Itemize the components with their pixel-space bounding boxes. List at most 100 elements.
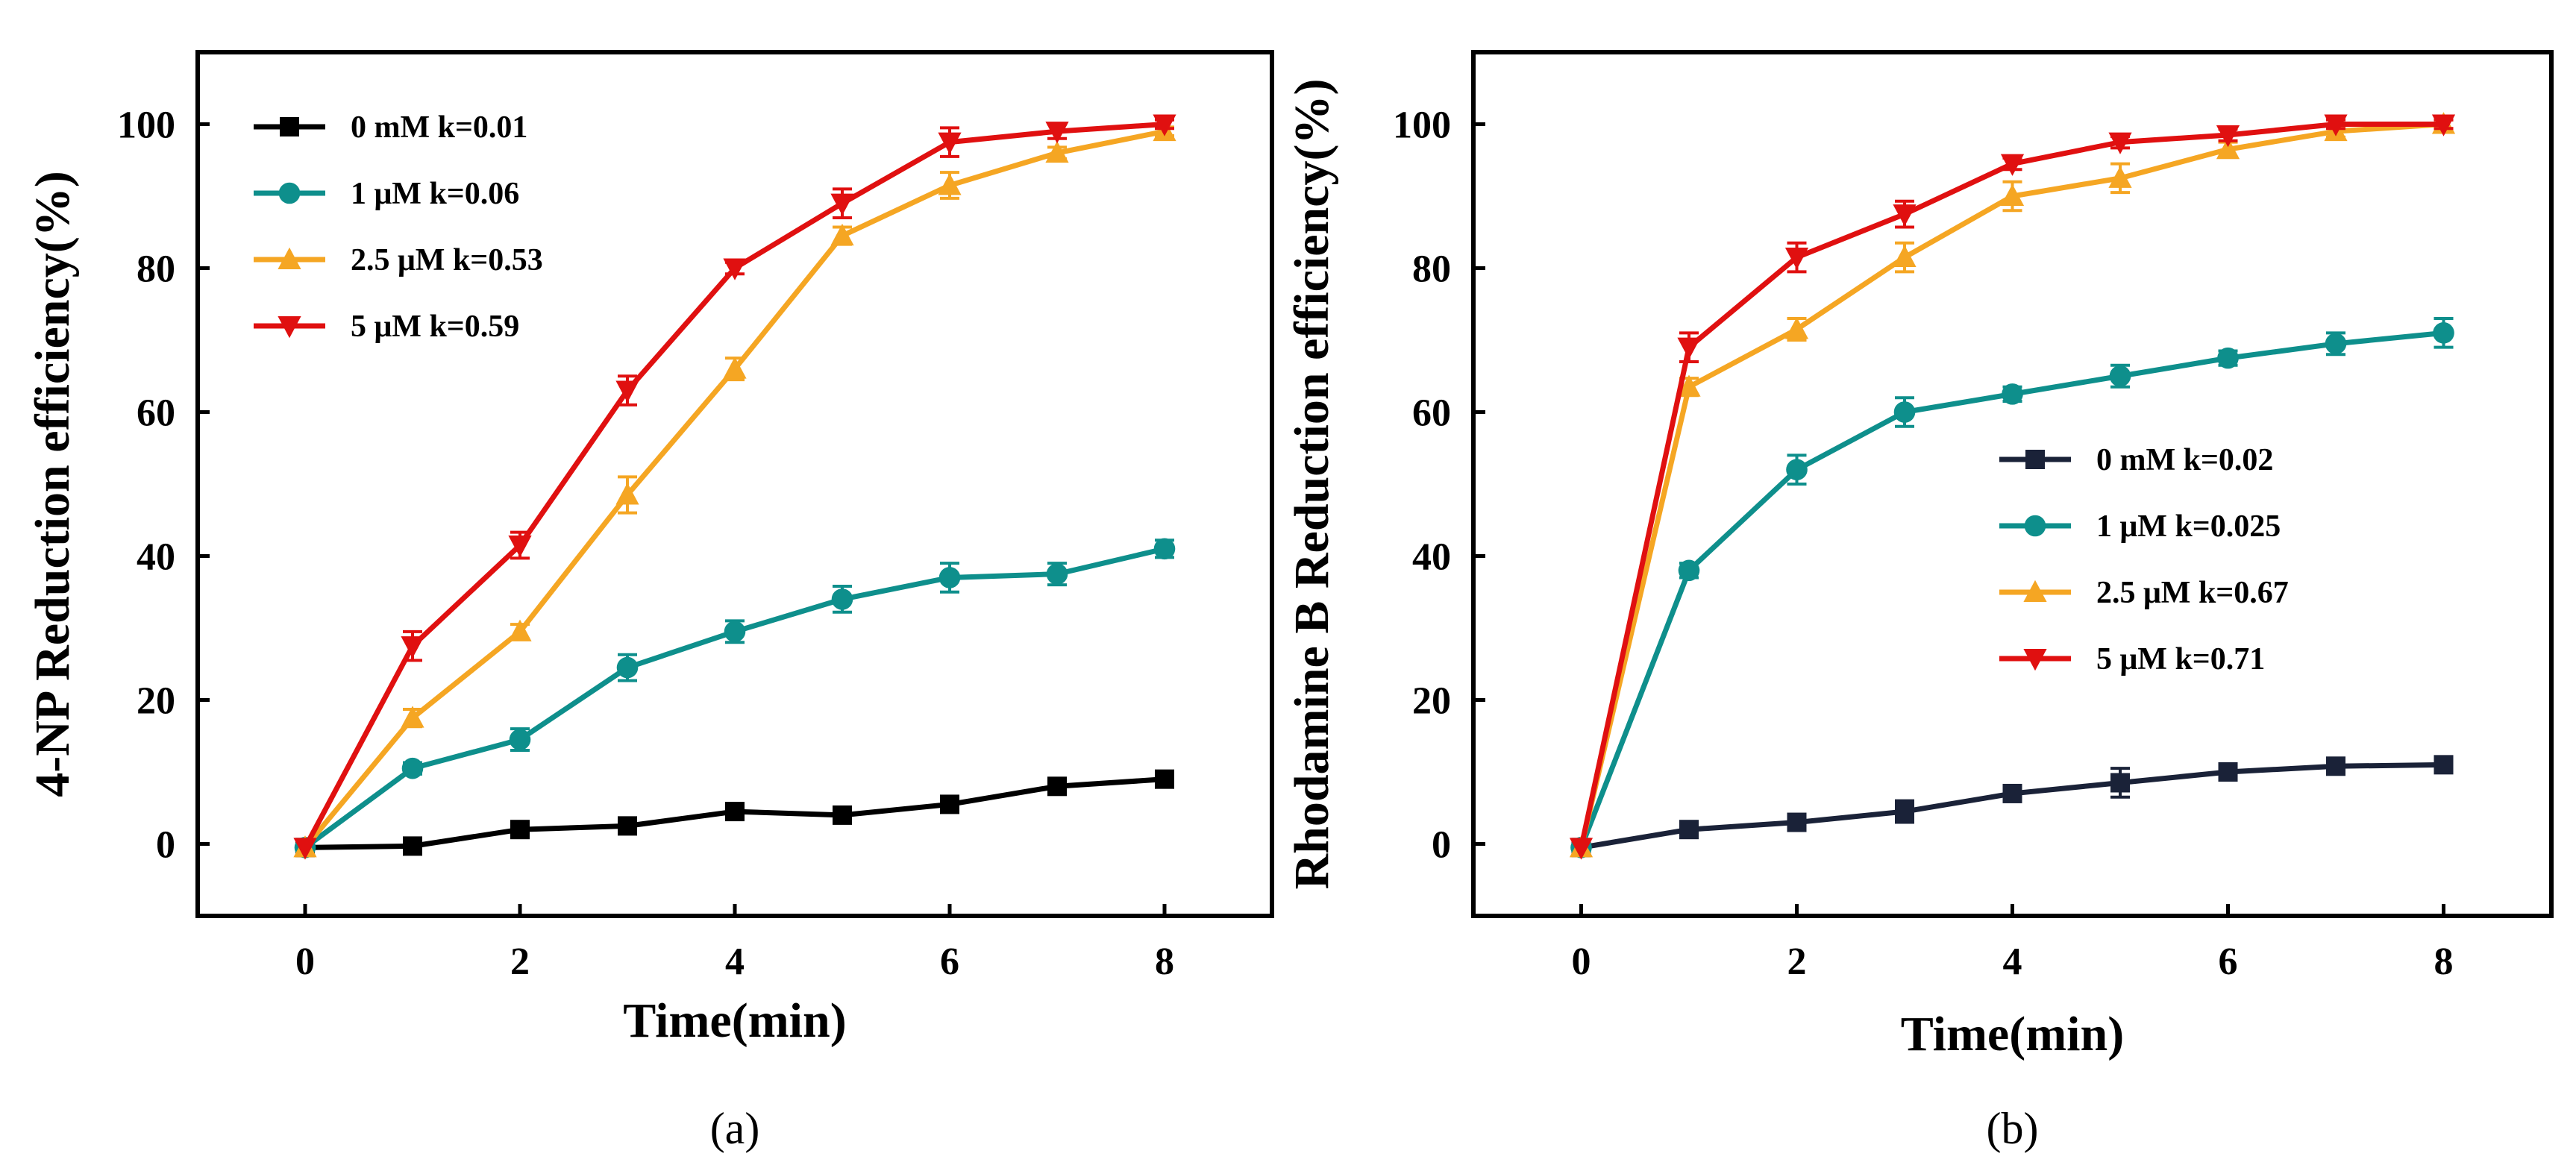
data-point [401, 636, 424, 659]
legend-label: 1 μM k=0.025 [2096, 509, 2281, 544]
panel-label: (b) [1987, 1104, 2039, 1153]
data-point [401, 757, 424, 779]
data-point [1677, 337, 1701, 359]
data-point [616, 656, 639, 679]
data-point [2434, 755, 2454, 775]
x-tick-label: 4 [725, 941, 745, 983]
data-point [1786, 459, 1808, 480]
data-point [509, 729, 531, 750]
x-tick-label: 0 [1572, 941, 1591, 983]
data-point [401, 706, 424, 728]
y-axis-title: Rhodamine B Reduction efficiency(%) [1285, 78, 1339, 889]
data-point [938, 132, 962, 154]
data-point [2216, 125, 2240, 148]
y-tick-label: 40 [1412, 536, 1451, 579]
data-point [2000, 183, 2025, 206]
data-point [2325, 333, 2347, 355]
data-point [940, 794, 959, 814]
series-2 [1569, 112, 2456, 858]
data-point [723, 258, 747, 280]
series-line [1579, 122, 2444, 849]
legend-label: 0 mM k=0.01 [351, 110, 527, 145]
data-point [1787, 812, 1807, 832]
series-2 [293, 119, 1176, 858]
data-point [2108, 132, 2132, 154]
data-point [1046, 563, 1068, 585]
legend-swatch-marker [278, 247, 301, 269]
x-axis-title: Time(min) [623, 993, 846, 1048]
y-tick-label: 20 [137, 680, 175, 723]
legend: 0 mM k=0.02 1 μM k=0.025 2.5 μM k=0.67 5 μM… [1999, 443, 2289, 676]
y-tick-label: 80 [137, 248, 175, 291]
data-point [1893, 245, 1917, 268]
y-tick-label: 0 [1432, 824, 1451, 867]
data-point [938, 173, 962, 195]
data-point [1895, 802, 1914, 822]
data-point [725, 802, 745, 822]
data-point [2216, 137, 2240, 160]
legend-swatch-marker [2025, 450, 2045, 469]
data-point [1679, 820, 1699, 840]
data-point [1153, 114, 1176, 136]
legend-swatch-marker [2024, 515, 2046, 537]
data-point [1045, 140, 1069, 163]
legend-label: 2.5 μM k=0.53 [351, 243, 543, 277]
data-point [1047, 776, 1067, 797]
legend-label: 5 μM k=0.71 [2096, 642, 2265, 676]
y-tick-label: 100 [1393, 104, 1451, 147]
data-point [938, 567, 961, 588]
legend-swatch-marker [278, 182, 301, 204]
data-point [403, 836, 422, 856]
data-point [2108, 166, 2132, 188]
series-1 [1570, 317, 2454, 858]
data-point [2000, 154, 2025, 176]
data-point [2002, 783, 2022, 803]
data-point [723, 357, 747, 379]
data-point [2324, 114, 2348, 136]
series-line [1580, 762, 2444, 850]
data-point [830, 193, 854, 216]
series-3 [293, 114, 1176, 860]
series-line [303, 128, 1165, 850]
y-tick-label: 60 [137, 392, 175, 435]
x-tick-label: 2 [510, 941, 530, 983]
data-point [1784, 317, 1809, 339]
legend-swatch-marker [2023, 580, 2047, 602]
x-tick-label: 0 [295, 941, 315, 983]
x-axis-title: Time(min) [1901, 1007, 2124, 1061]
x-tick-label: 6 [2219, 941, 2238, 983]
y-tick-label: 0 [156, 824, 175, 867]
legend-label: 5 μM k=0.59 [351, 310, 519, 344]
data-point [833, 805, 852, 825]
data-point [1569, 838, 1593, 860]
data-point [508, 619, 532, 641]
data-point [1893, 401, 1916, 423]
x-tick-label: 2 [1787, 941, 1807, 983]
series-0 [295, 769, 1174, 858]
legend-swatch-marker [2023, 649, 2047, 671]
data-point [2002, 383, 2023, 405]
data-point [615, 380, 639, 403]
data-point [1678, 559, 1700, 582]
data-point [2433, 322, 2454, 344]
series-line [1579, 122, 2444, 849]
x-tick-label: 6 [940, 941, 959, 983]
data-point [2218, 762, 2238, 782]
y-tick-label: 80 [1412, 248, 1451, 291]
legend: 0 mM k=0.01 1 μM k=0.06 2.5 μM k=0.53 5 μM … [254, 110, 543, 344]
legend-swatch-marker [278, 316, 301, 339]
legend-label: 0 mM k=0.02 [2096, 443, 2273, 477]
y-tick-label: 60 [1412, 392, 1451, 435]
legend-label: 1 μM k=0.06 [351, 177, 519, 211]
data-point [618, 816, 637, 836]
series-line [302, 122, 1165, 849]
y-tick-label: 20 [1412, 680, 1451, 723]
x-tick-label: 4 [2003, 941, 2022, 983]
data-point [2109, 365, 2131, 387]
data-point [615, 483, 639, 505]
series-0 [1571, 755, 2454, 858]
data-point [2217, 347, 2239, 369]
panel-label: (a) [710, 1104, 760, 1153]
